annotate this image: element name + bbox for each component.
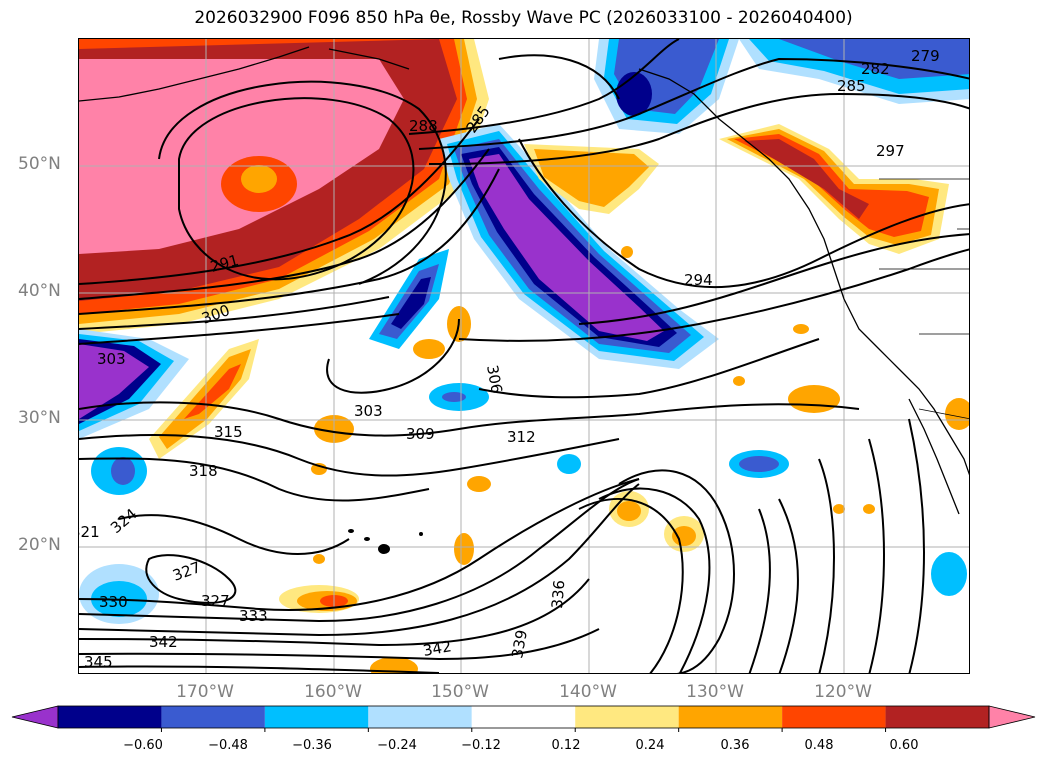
positive-anomaly-ne: [524, 124, 949, 254]
colorbar-swatch: [58, 706, 162, 728]
contour-label: 330: [99, 593, 128, 611]
contour-label: 312: [507, 428, 536, 446]
colorbar-tick-label: −0.60: [123, 738, 163, 753]
contour-label: 303: [97, 350, 126, 368]
graticule: [79, 39, 969, 673]
contour-label: 339: [508, 628, 531, 659]
colorbar-swatch: [575, 706, 679, 728]
lat-label-30n: 30°N: [18, 408, 61, 428]
colorbar-swatches: [11, 705, 1036, 732]
contour-label: 345: [84, 653, 113, 671]
negative-anomaly-west: [79, 329, 189, 439]
borders: [879, 178, 969, 419]
contour-label: 279: [911, 47, 940, 65]
contour-label: 303: [354, 402, 383, 420]
colorbar-swatch: [368, 706, 472, 728]
contour-label: 288: [409, 117, 438, 135]
colorbar-swatch: [471, 706, 576, 728]
colorbar-tick-label: 0.48: [804, 738, 834, 753]
colorbar-tick-label: −0.48: [208, 738, 248, 753]
colorbar-swatch: [161, 706, 265, 728]
colorbar-outline: [57, 705, 990, 729]
lon-label-140w: 140°W: [559, 682, 617, 702]
colorbar-extend-max: [988, 705, 1036, 729]
colorbar-tick-label: −0.24: [377, 738, 417, 753]
lon-label-170w: 170°W: [176, 682, 234, 702]
lon-label-160w: 160°W: [304, 682, 362, 702]
colorbar-swatch: [264, 706, 369, 728]
contour-label: 336: [548, 579, 568, 609]
lat-label-50n: 50°N: [18, 154, 61, 174]
colorbar-tick-label: −0.12: [461, 738, 501, 753]
colorbar-tick-label: 0.24: [635, 738, 665, 753]
contour-label: 342: [422, 637, 453, 660]
coastlines: [79, 46, 969, 515]
contour-label: 342: [149, 633, 178, 651]
contour-label: 285: [837, 77, 866, 95]
contour-label: 318: [189, 462, 218, 480]
theta-e-contours: [79, 39, 969, 673]
lon-label-120w: 120°W: [814, 682, 872, 702]
contour-label: 327: [170, 558, 203, 585]
contour-label: 294: [684, 271, 713, 289]
positive-anomaly-nw: [79, 39, 489, 334]
contour-label: 309: [406, 425, 435, 443]
contour-labels: 279 282 285 285 288 291 294 297 300 303 …: [79, 47, 940, 671]
map-panel: 279 282 285 285 288 291 294 297 300 303 …: [78, 38, 970, 674]
colorbar-tick-label: 0.36: [720, 738, 750, 753]
contour-label: 315: [214, 423, 243, 441]
colorbar-tick-label: 0.60: [889, 738, 919, 753]
contour-label: 324: [107, 505, 141, 537]
negative-anomaly-mid: [79, 39, 969, 624]
contour-label: 327: [201, 592, 230, 610]
contour-label: 282: [861, 60, 890, 78]
colorbar-tick-label: −0.36: [292, 738, 332, 753]
colorbar-swatch: [885, 706, 989, 728]
contour-label: 333: [239, 607, 268, 625]
hawaii-islands: [348, 529, 423, 554]
lat-label-40n: 40°N: [18, 281, 61, 301]
lat-label-20n: 20°N: [18, 535, 61, 555]
contour-label: 297: [876, 142, 905, 160]
negative-anomaly-central: [439, 124, 719, 369]
contour-label: 306: [483, 364, 506, 395]
lon-label-130w: 130°W: [686, 682, 744, 702]
map-canvas: 279 282 285 285 288 291 294 297 300 303 …: [79, 39, 969, 673]
colorbar-extend-min: [11, 705, 59, 729]
colorbar-swatch: [782, 706, 886, 728]
colorbar: [11, 705, 1036, 732]
lon-label-150w: 150°W: [431, 682, 489, 702]
contour-label: 321: [79, 523, 100, 541]
colorbar-swatch: [678, 706, 783, 728]
map-title: 2026032900 F096 850 hPa θe, Rossby Wave …: [194, 8, 853, 28]
colorbar-tick-label: 0.12: [551, 738, 581, 753]
